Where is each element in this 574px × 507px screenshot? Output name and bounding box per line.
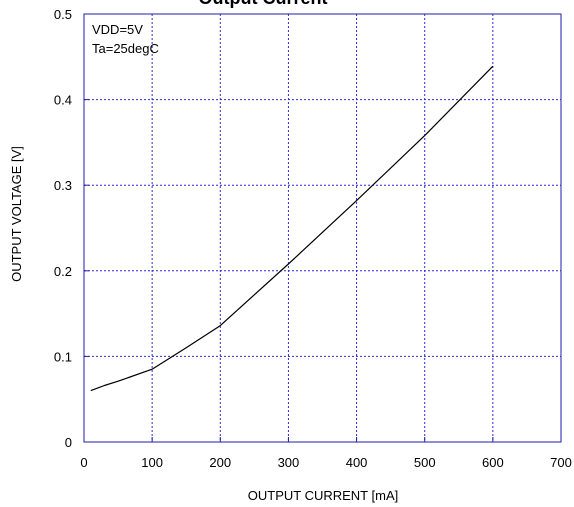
y-tick-label: 0 [65,435,72,450]
axis-ticks [83,13,562,443]
y-tick-label: 0.1 [54,349,72,364]
y-tick-label: 0.5 [54,7,72,22]
x-tick-label: 500 [414,455,436,470]
chart-title: Output Current [199,0,328,8]
x-tick-label: 0 [80,455,87,470]
x-axis-label: OUTPUT CURRENT [mA] [248,488,398,503]
y-tick-label: 0.4 [54,93,72,108]
grid-lines [84,14,561,442]
annotation-vdd: VDD=5V [92,22,143,37]
x-tick-label: 600 [482,455,504,470]
plot-frame [83,13,562,443]
x-tick-label: 700 [550,455,572,470]
annotation-temperature: Ta=25degC [92,41,159,56]
y-tick-label: 0.2 [54,264,72,279]
x-tick-label: 100 [141,455,163,470]
y-tick-labels: 0 0.1 0.2 0.3 0.4 0.5 [54,7,72,450]
series-line-0 [90,65,494,392]
data-series [90,65,494,392]
x-tick-label: 400 [346,455,368,470]
x-tick-labels: 0 100 200 300 400 500 600 700 [80,455,571,470]
x-tick-label: 200 [209,455,231,470]
x-tick-label: 300 [278,455,300,470]
y-tick-label: 0.3 [54,178,72,193]
y-axis-label: OUTPUT VOLTAGE [V] [9,146,24,282]
